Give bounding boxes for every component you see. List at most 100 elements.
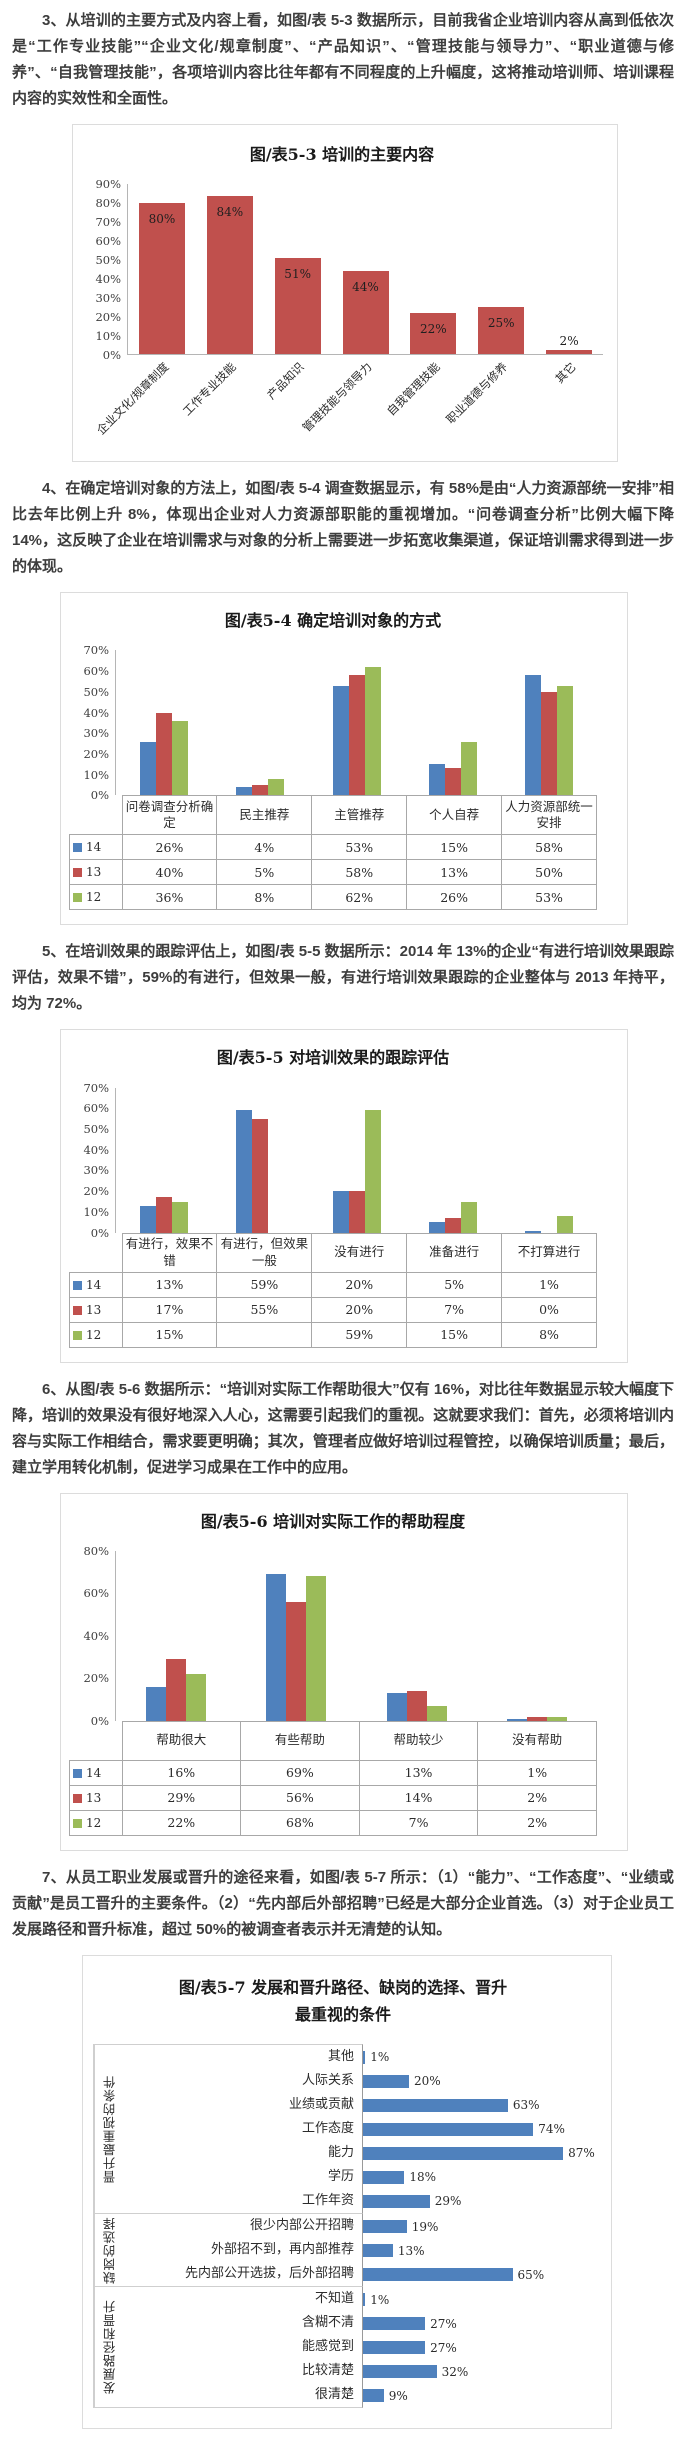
y-tick-label: 40% (95, 272, 121, 287)
y-tick-label: 70% (83, 643, 109, 658)
bar-row: 32% (363, 2360, 593, 2384)
value-cell: 4% (216, 834, 313, 861)
bar (556, 1216, 573, 1233)
category-label: 很清楚 (314, 2387, 354, 2403)
value-cell: 0% (501, 1296, 597, 1323)
value-label: 32% (441, 2364, 469, 2379)
value-cell: 53% (501, 884, 597, 911)
category-label: 没有帮助 (477, 1720, 597, 1761)
category-group (308, 1088, 404, 1233)
chart-5-5: 图/表5-5 对培训效果的跟踪评估 70% 60% 50% 40% 30% 20% 10% 0… (60, 1029, 628, 1363)
value-cell: 13% (358, 1759, 479, 1786)
x-label-slot: 其它 (535, 355, 603, 457)
y-tick-label: 80% (83, 1543, 109, 1558)
hbar-group: 发展路径和晋升 不知道 含糊不清 能感觉到 比较清楚 很清楚 1% 27% 27% 32% 9% (93, 2287, 593, 2409)
legend-key-icon (73, 868, 82, 878)
chart-5-3: 图/表5-3 培训的主要内容 90% 80% 70% 60% 50% 40% 30% 20% 1… (72, 124, 618, 463)
item-labels: 不知道 含糊不清 能感觉到 比较清楚 很清楚 (125, 2287, 362, 2407)
y-tick-label: 50% (83, 684, 109, 699)
value-label: 27% (430, 2316, 457, 2331)
bar (556, 685, 573, 796)
chart-5-6-plot: 80% 60% 40% 20% 0% 帮助很大 有些帮助 帮助较少 没有帮助 14 16% 69% 13… (69, 1544, 597, 1836)
series-legend: 14 (69, 1759, 123, 1786)
y-tick-label: 60% (95, 234, 121, 249)
category-group (116, 650, 212, 796)
category-group (405, 650, 501, 796)
value-cell: 40% (121, 859, 218, 886)
bar (236, 1110, 253, 1233)
chart-5-6-title: 图/表5-6 培训对实际工作的帮助程度 (200, 1511, 466, 1531)
category-group (477, 1551, 597, 1721)
value-label: 84% (216, 204, 244, 219)
table-row: 12 15% 59% 15% 8% (69, 1321, 597, 1348)
bar (266, 1574, 287, 1721)
category-label: 个人自荐 (406, 795, 503, 836)
group-label: 晋升最重视的条件 (94, 2045, 125, 2214)
value-label: 13% (397, 2243, 425, 2258)
bar (140, 1205, 157, 1233)
category-group (116, 1088, 212, 1233)
plot-area (115, 1550, 597, 1721)
bar (166, 1659, 187, 1721)
value-cell: 15% (121, 1321, 218, 1348)
y-tick-label: 0% (102, 348, 121, 363)
bar (363, 2341, 426, 2355)
bar: 25% (478, 306, 525, 355)
series-legend: 12 (69, 884, 123, 911)
paragraph-4: 4、在确定培训对象的方法上，如图/表 5-4 调查数据显示，有 58%是由“人力… (12, 480, 674, 576)
legend-key-icon (73, 1330, 82, 1340)
bar (363, 2317, 426, 2331)
legend-key-icon (73, 1793, 82, 1803)
bar-row: 63% (363, 2093, 593, 2117)
value-label: 74% (538, 2122, 565, 2137)
table-header-row: 帮助很大 有些帮助 帮助较少 没有帮助 (70, 1720, 597, 1761)
value-cell: 5% (216, 859, 313, 886)
table-row: 14 16% 69% 13% 1% (69, 1759, 597, 1786)
legend-key-icon (73, 1818, 82, 1828)
y-tick-label: 40% (83, 1142, 109, 1157)
legend-key-icon (73, 1280, 82, 1290)
value-cell: 62% (311, 884, 408, 911)
y-axis: 90% 80% 70% 60% 50% 40% 30% 20% 10% 0% (81, 177, 127, 362)
y-tick-label: 70% (95, 215, 121, 230)
value-label: 1% (370, 2292, 390, 2307)
value-label: 80% (148, 212, 176, 227)
value-label: 1% (370, 2050, 390, 2065)
y-tick-label: 50% (83, 1122, 109, 1136)
bar (252, 1118, 269, 1233)
category-label: 企业文化/规章制度 (93, 359, 172, 438)
value-cell: 13% (121, 1271, 218, 1298)
bar (348, 1191, 365, 1233)
chart-5-4-plot: 70% 60% 50% 40% 30% 20% 10% 0% 问卷调查分析确定 民主推荐 主管推荐个… (69, 643, 597, 911)
category-label: 很少内部公开招聘 (249, 2218, 354, 2234)
bar-row: 65% (363, 2263, 593, 2287)
bar (526, 1716, 547, 1721)
category-label: 帮助较少 (358, 1720, 479, 1761)
data-table: 问卷调查分析确定 民主推荐 主管推荐 个人自荐 人力资源部统一安排 14 26% 4% 53% 1… (69, 795, 597, 911)
series-legend: 13 (69, 859, 123, 886)
bar-row: 1% (363, 2045, 593, 2069)
category-group (116, 1551, 236, 1721)
paragraph-3: 3、从培训的主要方式及内容上看，如图/表 5-3 数据所示，目前我省企业培训内容… (12, 12, 674, 107)
value-cell: 20% (311, 1271, 408, 1298)
series-legend: 13 (69, 1784, 123, 1811)
bar-row: 29% (363, 2189, 593, 2213)
chart-5-3-plot: 90% 80% 70% 60% 50% 40% 30% 20% 10% 0% 80% 84% 51% 44… (81, 177, 603, 457)
category-label: 能感觉到 (301, 2339, 354, 2355)
value-cell: 5% (406, 1271, 503, 1298)
y-tick-label: 60% (83, 1586, 109, 1601)
value-cell: 15% (406, 1321, 503, 1348)
value-label: 20% (414, 2074, 441, 2089)
value-cell: 26% (121, 834, 218, 861)
bar (363, 2389, 384, 2403)
y-tick-label: 10% (83, 1204, 109, 1219)
category-label: 能力 (327, 2145, 354, 2161)
bar-row: 87% (363, 2141, 595, 2165)
table-row: 13 40% 5% 58% 13% 50% (69, 859, 597, 886)
value-cell: 1% (477, 1759, 597, 1786)
bar (146, 1686, 167, 1721)
bar-slot: 84% (196, 184, 264, 355)
bar-slot: 44% (332, 184, 400, 355)
category-label: 帮助很大 (121, 1720, 242, 1761)
